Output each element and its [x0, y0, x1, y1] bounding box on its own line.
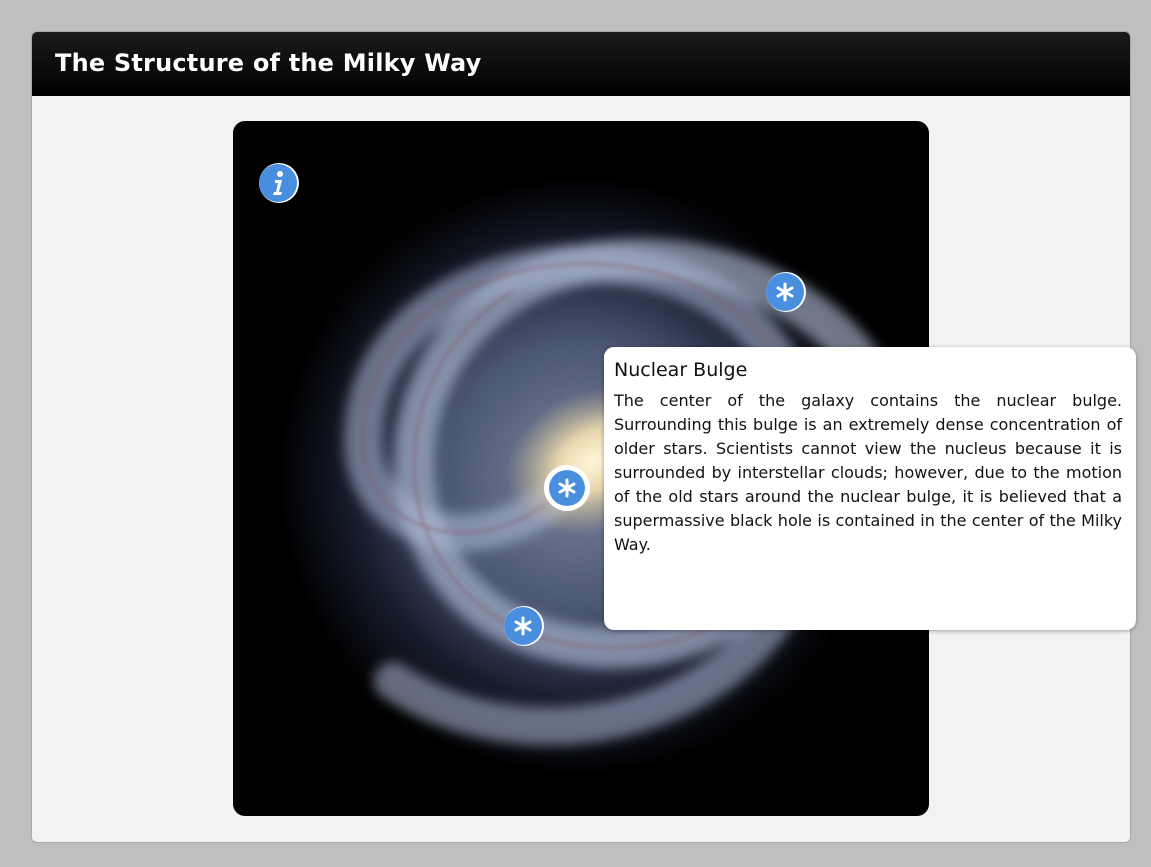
info-popup: Nuclear Bulge The center of the galaxy c…	[604, 347, 1136, 630]
popup-title: Nuclear Bulge	[614, 359, 1122, 381]
page: The Structure of the Milky Way	[0, 0, 1151, 867]
hotspot-button[interactable]	[502, 604, 546, 648]
header-bar: The Structure of the Milky Way	[32, 32, 1130, 96]
hotspot-button-active[interactable]	[543, 464, 591, 512]
popup-body: The center of the galaxy contains the nu…	[614, 389, 1122, 557]
page-title: The Structure of the Milky Way	[55, 49, 482, 77]
hotspot-button[interactable]	[764, 270, 808, 314]
info-button[interactable]	[257, 161, 301, 205]
